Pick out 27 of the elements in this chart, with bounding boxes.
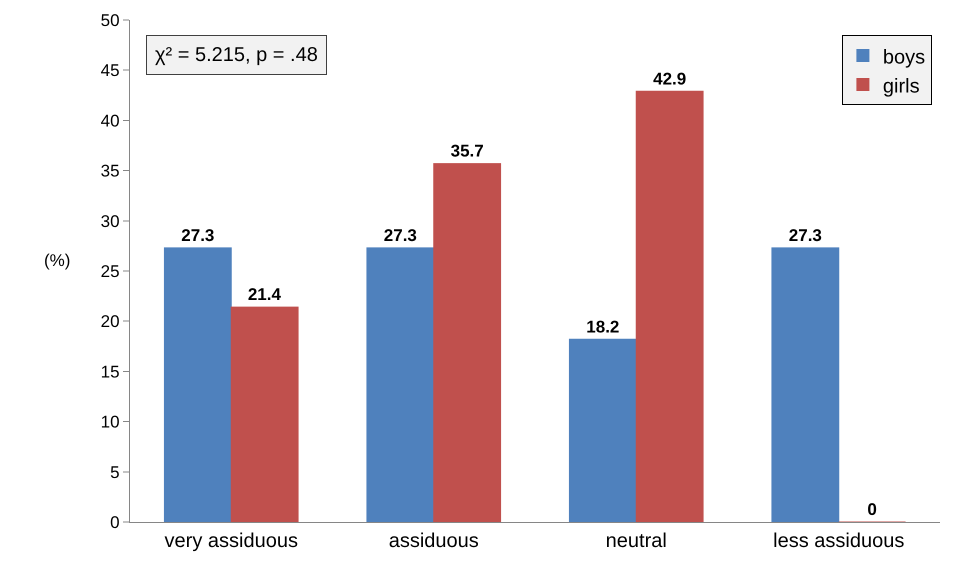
y-tick-label: 30	[100, 212, 120, 231]
x-tick-label: assiduous	[388, 530, 479, 552]
x-tick-label: less assiduous	[773, 530, 904, 552]
data-label: 21.4	[248, 285, 282, 304]
x-tick-label: neutral	[606, 530, 667, 552]
data-label: 42.9	[653, 69, 686, 88]
x-tick-label: very assiduous	[164, 530, 298, 552]
data-label: 35.7	[450, 142, 484, 161]
y-tick-label: 40	[100, 111, 120, 130]
y-axis-title: (%)	[44, 251, 70, 270]
y-tick-label: 5	[110, 462, 120, 482]
y-tick-label: 10	[100, 412, 120, 432]
legend-label: boys	[882, 46, 926, 68]
data-label: 27.3	[181, 226, 214, 245]
y-tick-label: 35	[100, 162, 120, 181]
legend-label: girls	[882, 75, 920, 98]
y-tick-label: 0	[110, 512, 120, 532]
data-label: 27.3	[384, 226, 417, 245]
data-label: 27.3	[788, 226, 822, 245]
y-tick-label: 20	[100, 312, 120, 332]
y-tick-label: 50	[100, 10, 120, 30]
y-tick-label: 45	[100, 61, 120, 80]
annotation: χ² = 5.215, p = .48	[155, 44, 318, 66]
y-tick-label: 25	[100, 262, 120, 281]
y-tick-label: 15	[100, 362, 120, 382]
data-label: 18.2	[586, 317, 620, 336]
data-label: 0	[867, 500, 877, 519]
